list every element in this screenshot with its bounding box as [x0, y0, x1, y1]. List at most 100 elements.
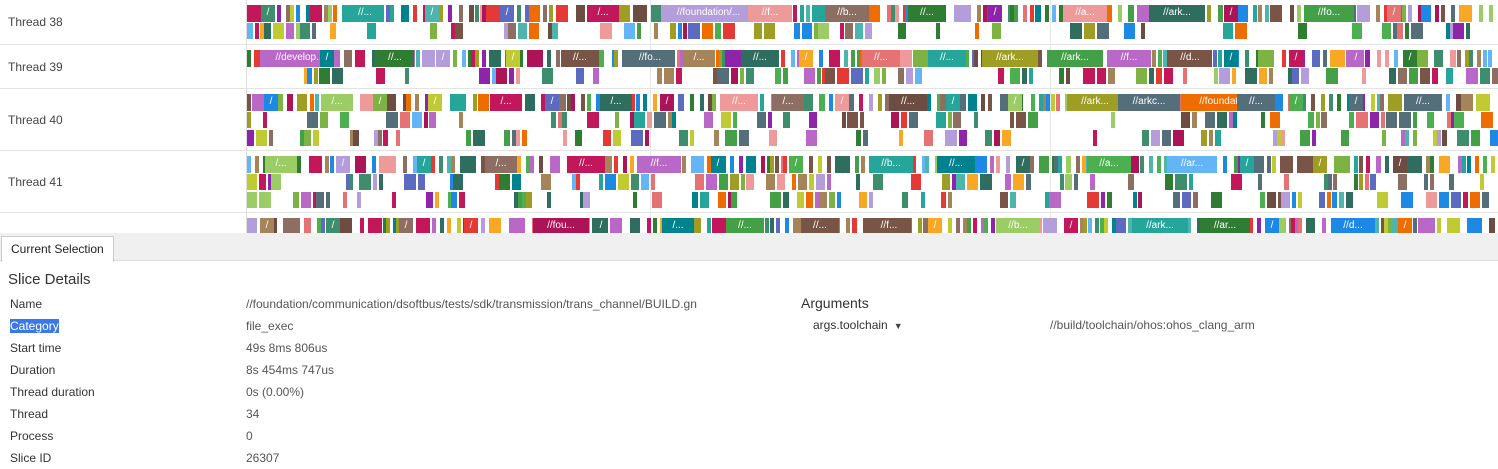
trace-slice[interactable] — [956, 218, 960, 233]
trace-slice[interactable] — [1192, 112, 1197, 128]
trace-slice[interactable]: //ar... — [1200, 218, 1250, 233]
trace-slice[interactable] — [815, 192, 819, 208]
trace-slice[interactable] — [1397, 23, 1403, 39]
trace-slice[interactable] — [555, 94, 566, 111]
trace-slice[interactable] — [981, 218, 985, 233]
trace-slice[interactable]: / — [799, 50, 813, 67]
trace-slice[interactable] — [263, 112, 267, 128]
trace-slice[interactable] — [378, 130, 382, 146]
trace-slice[interactable] — [1010, 68, 1020, 84]
trace-slice[interactable] — [256, 130, 267, 146]
trace-slice[interactable] — [702, 23, 713, 39]
trace-slice[interactable]: / — [1349, 50, 1363, 67]
trace-slice[interactable] — [563, 130, 567, 146]
trace-slice[interactable] — [447, 218, 451, 233]
trace-slice[interactable] — [717, 68, 729, 84]
trace-slice[interactable] — [1298, 218, 1302, 233]
trace-slice[interactable] — [1292, 192, 1296, 208]
trace-slice[interactable] — [695, 174, 704, 190]
trace-slice[interactable] — [1377, 192, 1388, 208]
trace-slice[interactable] — [891, 5, 895, 22]
trace-slice[interactable] — [576, 5, 585, 22]
trace-slice[interactable] — [967, 218, 971, 233]
trace-slice[interactable] — [406, 94, 411, 111]
trace-slice[interactable] — [1469, 50, 1473, 67]
trace-slice[interactable] — [1407, 156, 1422, 173]
trace-slice[interactable] — [1290, 5, 1294, 22]
trace-slice[interactable]: //ark... — [1067, 94, 1123, 111]
trace-slice[interactable] — [981, 94, 985, 111]
trace-slice[interactable] — [953, 112, 961, 128]
trace-slice[interactable] — [357, 192, 361, 208]
trace-slice[interactable] — [764, 23, 775, 39]
trace-slice[interactable] — [1030, 5, 1034, 22]
trace-slice[interactable] — [1259, 68, 1267, 84]
trace-slice[interactable] — [1016, 112, 1026, 128]
trace-slice[interactable]: /... — [265, 156, 297, 173]
trace-slice[interactable] — [1365, 174, 1369, 190]
trace-slice[interactable] — [1434, 50, 1443, 67]
trace-slice[interactable] — [390, 5, 394, 22]
trace-slice[interactable] — [552, 23, 558, 39]
trace-slice[interactable] — [1149, 68, 1154, 84]
trace-slice[interactable] — [1408, 5, 1412, 22]
trace-slice[interactable]: / — [1387, 5, 1401, 22]
trace-slice[interactable] — [247, 23, 253, 39]
trace-slice[interactable] — [1417, 50, 1428, 67]
caret-down-icon[interactable]: ▼ — [893, 321, 903, 331]
trace-slice[interactable] — [392, 192, 396, 208]
trace-slice[interactable] — [367, 23, 376, 39]
trace-slice[interactable] — [1401, 130, 1405, 146]
trace-slice[interactable] — [273, 218, 277, 233]
trace-slice[interactable] — [837, 192, 841, 208]
trace-slice[interactable] — [1311, 94, 1315, 111]
trace-slice[interactable] — [517, 5, 521, 22]
trace-slice[interactable] — [1043, 218, 1057, 233]
trace-slice[interactable] — [794, 23, 800, 39]
trace-slice[interactable]: / — [928, 218, 942, 233]
trace-slice[interactable] — [1454, 112, 1464, 128]
trace-slice[interactable] — [690, 130, 694, 146]
trace-slice[interactable] — [793, 5, 797, 22]
trace-slice[interactable]: //foundation/... — [661, 5, 756, 22]
trace-slice[interactable] — [1432, 68, 1438, 84]
trace-slice[interactable] — [576, 174, 580, 190]
trace-slice[interactable] — [297, 94, 307, 111]
trace-slice[interactable] — [645, 130, 649, 146]
trace-slice[interactable] — [846, 218, 850, 233]
trace-slice[interactable] — [1380, 94, 1384, 111]
trace-slice[interactable] — [296, 23, 300, 39]
trace-slice[interactable] — [769, 130, 777, 146]
trace-slice[interactable] — [1245, 68, 1257, 84]
trace-slice[interactable] — [1306, 218, 1315, 233]
trace-slice[interactable] — [1215, 130, 1221, 146]
trace-slice[interactable] — [379, 156, 396, 173]
trace-slice[interactable] — [1116, 218, 1126, 233]
trace-slice[interactable] — [719, 174, 728, 190]
trace-slice[interactable] — [746, 68, 754, 84]
trace-slice[interactable] — [255, 23, 259, 39]
trace-slice[interactable] — [396, 130, 400, 146]
trace-slice[interactable] — [1492, 68, 1498, 84]
trace-slice[interactable] — [723, 23, 735, 39]
trace-slice[interactable] — [512, 130, 516, 146]
trace-slice[interactable] — [527, 50, 543, 67]
trace-slice[interactable] — [1133, 192, 1137, 208]
trace-slice[interactable] — [994, 130, 1000, 146]
trace-slice[interactable] — [273, 23, 284, 39]
trace-slice[interactable] — [1010, 5, 1014, 22]
trace-slice[interactable] — [623, 156, 627, 173]
trace-slice[interactable] — [1156, 68, 1162, 84]
trace-slice[interactable] — [1138, 192, 1142, 208]
trace-slice[interactable] — [343, 192, 347, 208]
trace-slice[interactable] — [1267, 156, 1271, 173]
trace-slice[interactable] — [286, 23, 294, 39]
trace-slice[interactable]: / — [594, 218, 608, 233]
trace-slice[interactable] — [473, 130, 485, 146]
trace-slice[interactable] — [1112, 218, 1116, 233]
trace-slice[interactable] — [1277, 130, 1281, 146]
trace-slice[interactable] — [1365, 50, 1370, 67]
trace-slice[interactable] — [809, 156, 813, 173]
trace-slice[interactable] — [1118, 5, 1122, 22]
trace-slice[interactable] — [1377, 50, 1381, 67]
